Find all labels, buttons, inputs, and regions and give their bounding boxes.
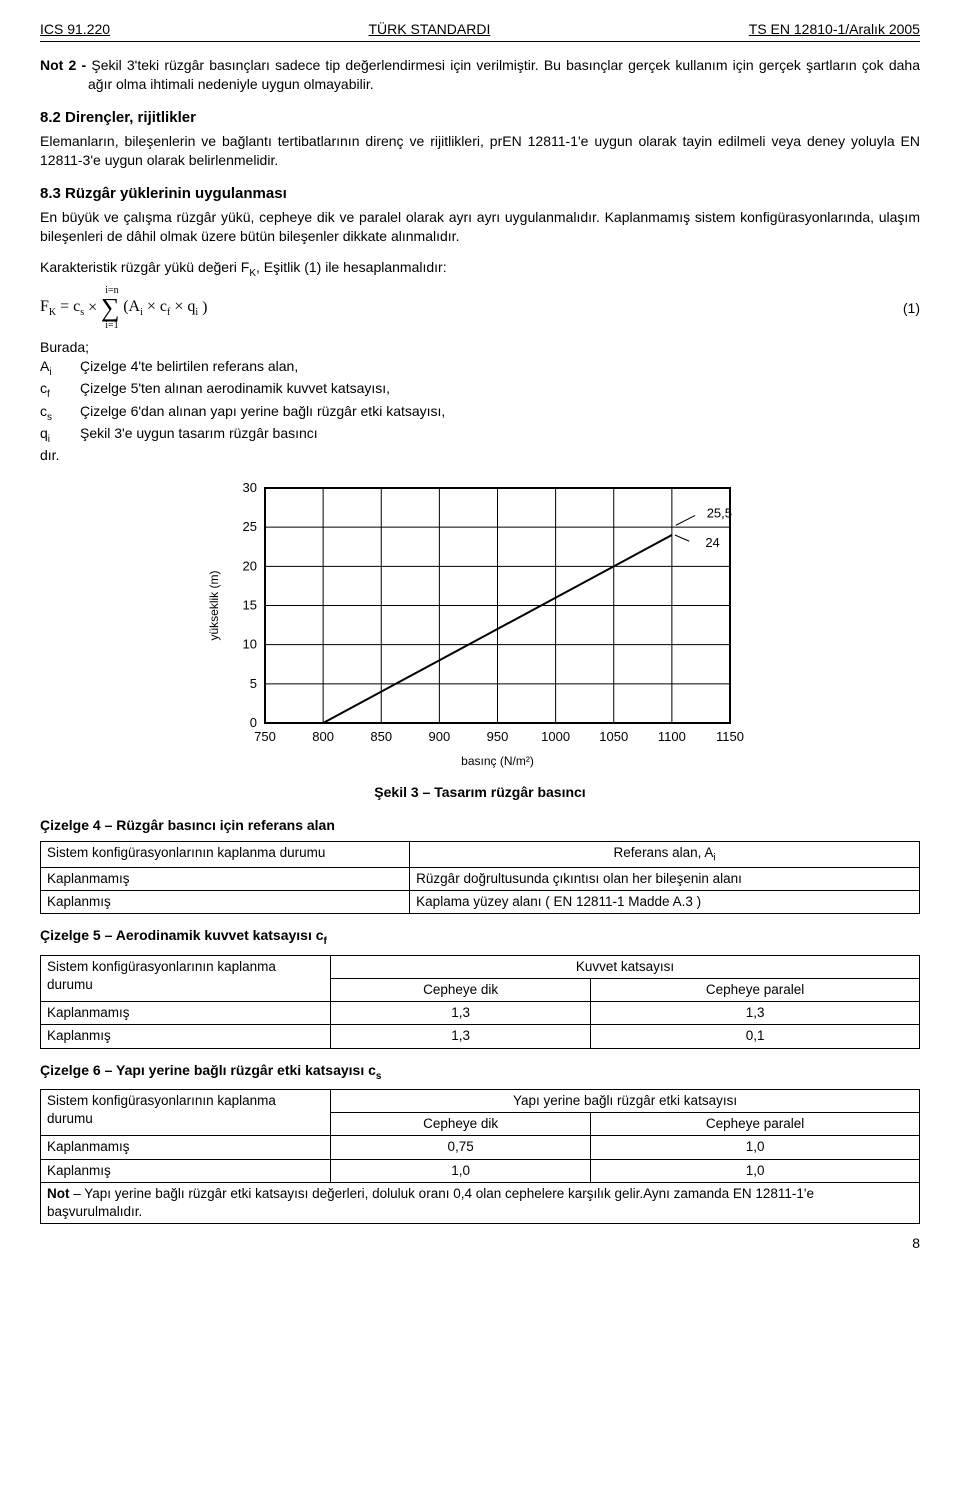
table-row: Not – Yapı yerine bağlı rüzgâr etki kats… <box>41 1182 920 1223</box>
section-8-2-body: Elemanların, bileşenlerin ve bağlantı te… <box>40 132 920 170</box>
chart-caption: Şekil 3 – Tasarım rüzgâr basıncı <box>40 783 920 802</box>
note-2-text: Şekil 3'teki rüzgâr basınçları sadece ti… <box>88 57 920 92</box>
tbl4-h1: Sistem konfigürasyonlarının kaplanma dur… <box>41 841 410 867</box>
tbl4-r1c2: Rüzgâr doğrultusunda çıkıntısı olan her … <box>410 867 920 890</box>
table-row: Kaplanmamış Rüzgâr doğrultusunda çıkıntı… <box>41 867 920 890</box>
definition-text: Şekil 3'e uygun tasarım rüzgâr basıncı <box>80 424 318 446</box>
definition-text: Çizelge 5'ten alınan aerodinamik kuvvet … <box>80 379 390 401</box>
svg-text:0: 0 <box>250 715 257 730</box>
svg-text:25,5: 25,5 <box>707 505 732 520</box>
svg-text:basınç (N/m²): basınç (N/m²) <box>461 754 534 768</box>
table-6: Sistem konfigürasyonlarının kaplanma dur… <box>40 1089 920 1224</box>
tbl4-r1c1: Kaplanmamış <box>41 867 410 890</box>
definition-row: cfÇizelge 5'ten alınan aerodinamik kuvve… <box>40 379 920 401</box>
section-8-3-p2: Karakteristik rüzgâr yükü değeri FK, Eşi… <box>40 258 920 280</box>
section-8-2-title: 8.2 Dirençler, rijitlikler <box>40 108 920 128</box>
tbl6-r1c3: 1,0 <box>591 1136 920 1159</box>
tbl6-r2c1: Kaplanmış <box>41 1159 331 1182</box>
table-row: Kaplanmış 1,3 0,1 <box>41 1025 920 1048</box>
defs-lead: Burada; <box>40 338 920 357</box>
tbl5-sh1: Cepheye dik <box>331 978 591 1001</box>
tbl5-r1c3: 1,3 <box>591 1002 920 1025</box>
table-row: Sistem konfigürasyonlarının kaplanma dur… <box>41 1089 920 1112</box>
definition-row: qiŞekil 3'e uygun tasarım rüzgâr basıncı <box>40 424 920 446</box>
table-row: Kaplanmış Kaplama yüzey alanı ( EN 12811… <box>41 891 920 914</box>
table-row: Kaplanmamış 1,3 1,3 <box>41 1002 920 1025</box>
tbl5-sh2: Cepheye paralel <box>591 978 920 1001</box>
equation-1: FK = cs × i=n ∑ i=1 (Ai × cf × qi ) (1) <box>40 292 920 324</box>
definition-symbol: cs <box>40 402 80 424</box>
defs-tail: dır. <box>40 446 920 465</box>
svg-text:24: 24 <box>705 535 719 550</box>
tbl6-r2c2: 1,0 <box>331 1159 591 1182</box>
section-8-3-p1: En büyük ve çalışma rüzgâr yükü, cepheye… <box>40 208 920 246</box>
header-right: TS EN 12810-1/Aralık 2005 <box>749 20 920 39</box>
svg-text:950: 950 <box>487 729 509 744</box>
svg-text:10: 10 <box>243 637 257 652</box>
chart-figure-3: 0 5 10 15 20 25 30 750 800 850 900 950 1000 1050 1100 1… <box>40 473 920 773</box>
svg-text:yükseklik (m): yükseklik (m) <box>207 570 221 640</box>
tbl4-r2c1: Kaplanmış <box>41 891 410 914</box>
tbl6-h2: Yapı yerine bağlı rüzgâr etki katsayısı <box>331 1089 920 1112</box>
definition-symbol: Ai <box>40 357 80 379</box>
svg-text:5: 5 <box>250 676 257 691</box>
section-8-3-title: 8.3 Rüzgâr yüklerinin uygulanması <box>40 184 920 204</box>
tbl6-r1c1: Kaplanmamış <box>41 1136 331 1159</box>
page-number: 8 <box>40 1234 920 1253</box>
equation-body: FK = cs × i=n ∑ i=1 (Ai × cf × qi ) <box>40 292 207 324</box>
table-row: Kaplanmış 1,0 1,0 <box>41 1159 920 1182</box>
tbl6-h1: Sistem konfigürasyonlarının kaplanma dur… <box>41 1089 331 1135</box>
definition-symbol: qi <box>40 424 80 446</box>
svg-text:20: 20 <box>243 558 257 573</box>
tbl4-h2: Referans alan, Ai <box>410 841 920 867</box>
definition-row: AiÇizelge 4'te belirtilen referans alan, <box>40 357 920 379</box>
tbl6-sh2: Cepheye paralel <box>591 1113 920 1136</box>
table-row: Sistem konfigürasyonlarının kaplanma dur… <box>41 841 920 867</box>
svg-text:750: 750 <box>254 729 276 744</box>
tbl6-sh1: Cepheye dik <box>331 1113 591 1136</box>
tbl5-r2c3: 0,1 <box>591 1025 920 1048</box>
tbl5-r2c2: 1,3 <box>331 1025 591 1048</box>
note-2-label: Not 2 - <box>40 57 91 73</box>
tbl6-note: Not – Yapı yerine bağlı rüzgâr etki kats… <box>41 1182 920 1223</box>
page-header: ICS 91.220 TÜRK STANDARDI TS EN 12810-1/… <box>40 20 920 42</box>
note-2: Not 2 - Şekil 3'teki rüzgâr basınçları s… <box>40 56 920 94</box>
table-4: Sistem konfigürasyonlarının kaplanma dur… <box>40 841 920 915</box>
definition-text: Çizelge 6'dan alınan yapı yerine bağlı r… <box>80 402 445 424</box>
header-left: ICS 91.220 <box>40 20 110 39</box>
svg-text:1000: 1000 <box>541 729 570 744</box>
definitions-block: Burada; AiÇizelge 4'te belirtilen refera… <box>40 338 920 465</box>
chart-svg: 0 5 10 15 20 25 30 750 800 850 900 950 1000 1050 1100 1… <box>200 473 760 773</box>
svg-text:25: 25 <box>243 519 257 534</box>
svg-text:900: 900 <box>429 729 451 744</box>
table-row: Sistem konfigürasyonlarının kaplanma dur… <box>41 955 920 978</box>
table-6-caption: Çizelge 6 – Yapı yerine bağlı rüzgâr etk… <box>40 1061 920 1083</box>
svg-text:30: 30 <box>243 480 257 495</box>
definition-row: csÇizelge 6'dan alınan yapı yerine bağlı… <box>40 402 920 424</box>
header-center: TÜRK STANDARDI <box>368 20 490 39</box>
tbl4-r2c2: Kaplama yüzey alanı ( EN 12811-1 Madde A… <box>410 891 920 914</box>
svg-text:1100: 1100 <box>658 729 686 744</box>
equation-number: (1) <box>903 299 920 318</box>
tbl5-r1c1: Kaplanmamış <box>41 1002 331 1025</box>
definition-text: Çizelge 4'te belirtilen referans alan, <box>80 357 298 379</box>
tbl6-r1c2: 0,75 <box>331 1136 591 1159</box>
tbl5-r2c1: Kaplanmış <box>41 1025 331 1048</box>
svg-text:850: 850 <box>370 729 392 744</box>
table-5-caption: Çizelge 5 – Aerodinamik kuvvet katsayısı… <box>40 926 920 948</box>
svg-text:800: 800 <box>312 729 334 744</box>
svg-text:15: 15 <box>243 598 257 613</box>
definition-symbol: cf <box>40 379 80 401</box>
table-row: Kaplanmamış 0,75 1,0 <box>41 1136 920 1159</box>
svg-text:1050: 1050 <box>599 729 628 744</box>
tbl5-h1: Sistem konfigürasyonlarının kaplanma dur… <box>41 955 331 1001</box>
tbl5-r1c2: 1,3 <box>331 1002 591 1025</box>
table-5: Sistem konfigürasyonlarının kaplanma dur… <box>40 955 920 1049</box>
tbl5-h2: Kuvvet katsayısı <box>331 955 920 978</box>
svg-text:1150: 1150 <box>716 729 744 744</box>
table-4-caption: Çizelge 4 – Rüzgâr basıncı için referans… <box>40 816 920 835</box>
tbl6-r2c3: 1,0 <box>591 1159 920 1182</box>
